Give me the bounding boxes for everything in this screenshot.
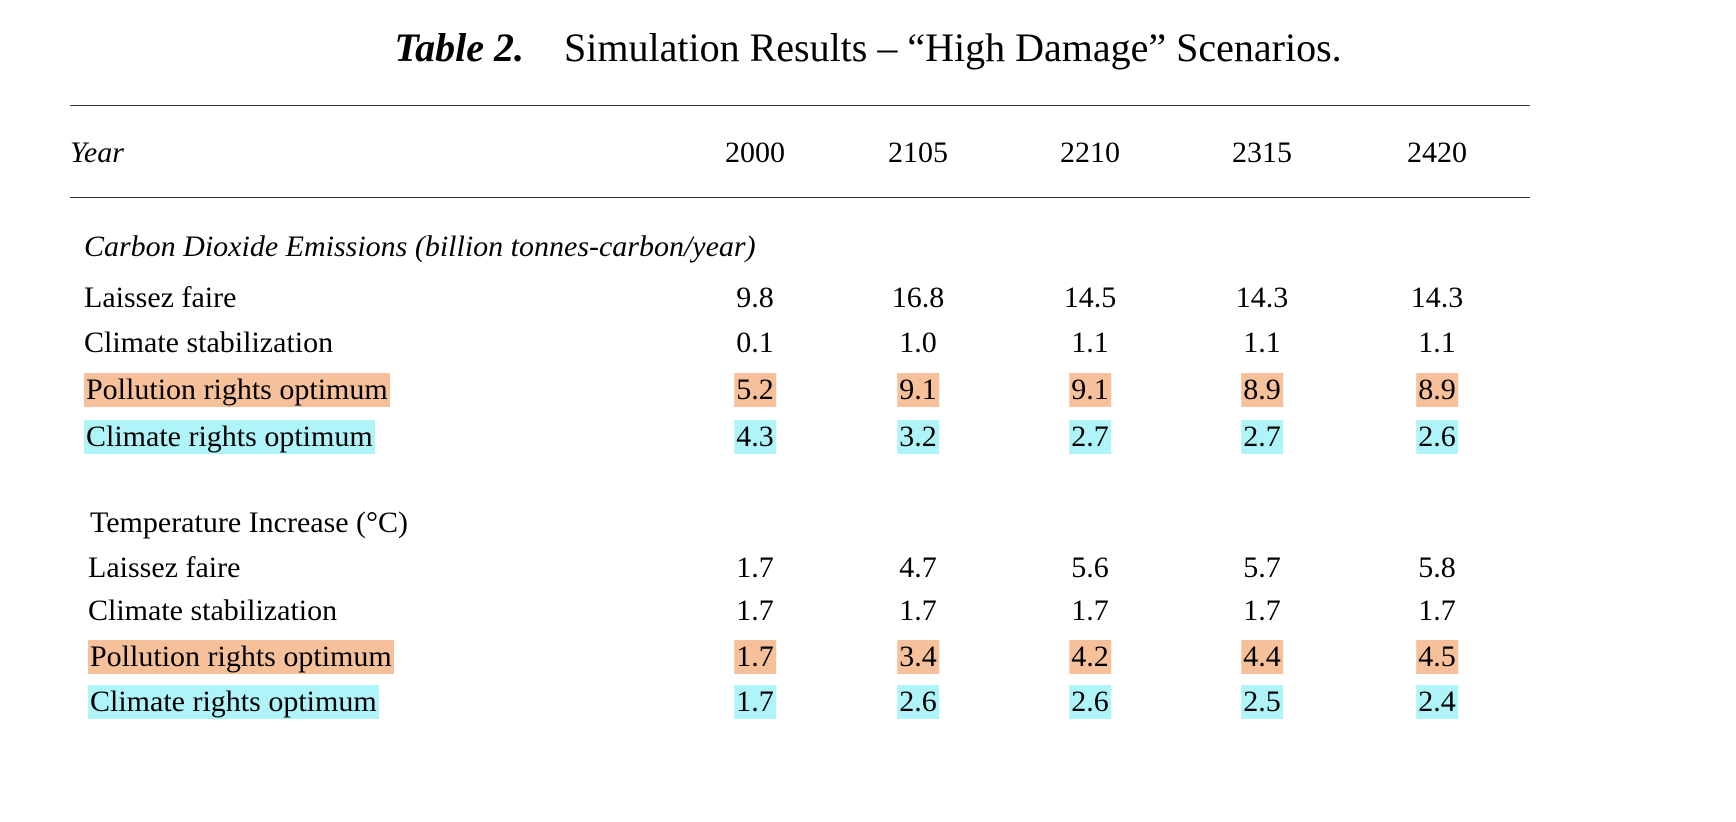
row-label: Climate rights optimum: [88, 685, 379, 719]
table-cell: 2.6: [1416, 420, 1458, 454]
table-cell: 16.8: [891, 281, 945, 314]
table-cell: 5.7: [1243, 551, 1281, 584]
table-cell: 5.6: [1071, 551, 1109, 584]
row-label: Climate stabilization: [84, 326, 334, 359]
table-cell: 4.3: [734, 420, 776, 454]
table-cell: 9.8: [736, 281, 774, 314]
table-cell: 1.7: [734, 640, 776, 674]
table-cell: 1.1: [1418, 326, 1456, 359]
table-cell: 2.4: [1416, 685, 1458, 719]
table-cell: 2.6: [897, 685, 939, 719]
row-label: Pollution rights optimum: [84, 373, 390, 407]
header-year-2315: 2315: [1232, 136, 1292, 169]
table-cell: 1.7: [734, 685, 776, 719]
table-cell: 2.6: [1069, 685, 1111, 719]
table-cell: 4.7: [899, 551, 937, 584]
row-label: Climate rights optimum: [84, 420, 375, 454]
header-rule: [70, 197, 1530, 198]
row-label: Pollution rights optimum: [88, 640, 394, 674]
top-rule: [70, 105, 1530, 106]
header-year-2105: 2105: [888, 136, 948, 169]
table-cell: 1.1: [1243, 326, 1281, 359]
table-cell: 9.1: [1069, 373, 1111, 407]
table-cell: 1.7: [736, 594, 774, 627]
table-title: Table 2. Simulation Results – “High Damag…: [0, 28, 1736, 68]
table-cell: 8.9: [1241, 373, 1283, 407]
table-cell: 14.3: [1410, 281, 1464, 314]
table-cell: 1.7: [1418, 594, 1456, 627]
table-cell: 0.1: [736, 326, 774, 359]
table-cell: 4.2: [1069, 640, 1111, 674]
row-label: Climate stabilization: [88, 594, 338, 627]
row-label: Laissez faire: [88, 551, 241, 584]
table-cell: 1.1: [1071, 326, 1109, 359]
table-cell: 1.7: [899, 594, 937, 627]
header-year: Year: [70, 136, 124, 169]
table-cell: 4.4: [1241, 640, 1283, 674]
header-year-2000: 2000: [725, 136, 785, 169]
row-label: Laissez faire: [84, 281, 237, 314]
header-year-2420: 2420: [1407, 136, 1467, 169]
table-label: Table 2.: [394, 25, 524, 70]
table-cell: 4.5: [1416, 640, 1458, 674]
table-cell: 5.2: [734, 373, 776, 407]
section-title: Carbon Dioxide Emissions (billion tonnes…: [84, 230, 756, 263]
table-caption: Simulation Results – “High Damage” Scena…: [564, 25, 1342, 70]
table-cell: 1.7: [736, 551, 774, 584]
table-cell: 1.7: [1243, 594, 1281, 627]
table-cell: 3.2: [897, 420, 939, 454]
table-cell: 1.0: [899, 326, 937, 359]
table-cell: 8.9: [1416, 373, 1458, 407]
table-cell: 5.8: [1418, 551, 1456, 584]
table-cell: 1.7: [1071, 594, 1109, 627]
header-year-2210: 2210: [1060, 136, 1120, 169]
table-cell: 14.3: [1235, 281, 1289, 314]
table-cell: 14.5: [1063, 281, 1117, 314]
section-title: Temperature Increase (°C): [90, 506, 409, 539]
table-cell: 2.7: [1069, 420, 1111, 454]
table-cell: 9.1: [897, 373, 939, 407]
table-cell: 3.4: [897, 640, 939, 674]
table-cell: 2.5: [1241, 685, 1283, 719]
table-cell: 2.7: [1241, 420, 1283, 454]
